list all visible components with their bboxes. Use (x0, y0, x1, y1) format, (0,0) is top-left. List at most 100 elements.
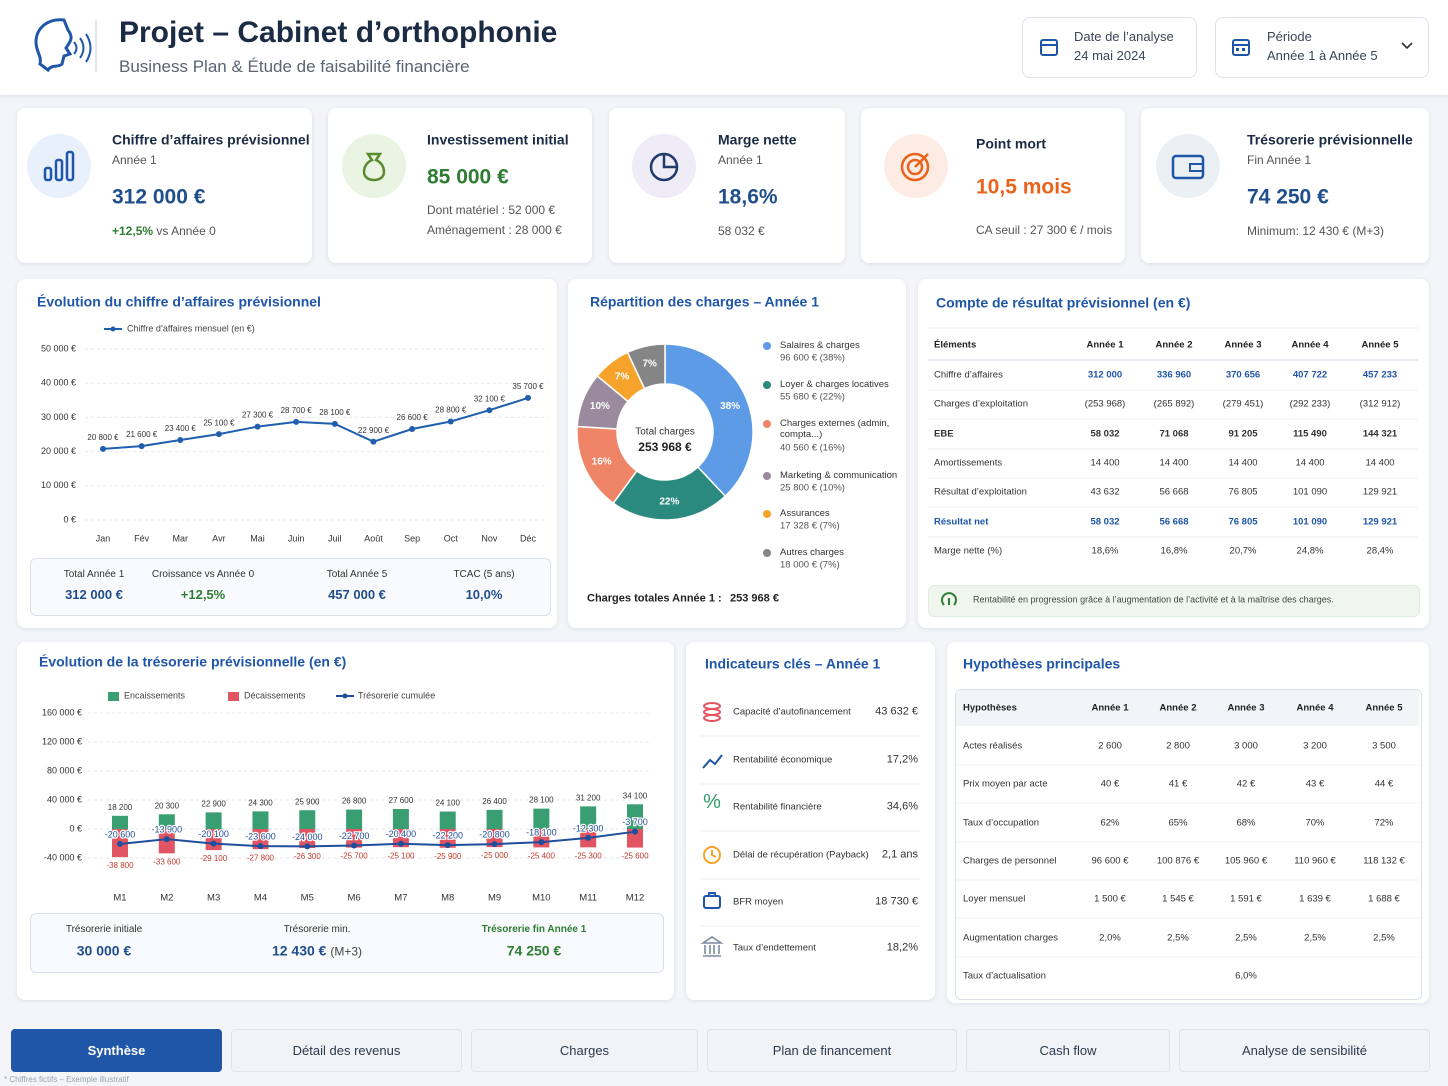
tab[interactable]: Cash flow (966, 1029, 1170, 1072)
kpi-note-text: vs Année 0 (156, 223, 216, 238)
section-title: Évolution de la trésorerie prévisionnell… (39, 653, 347, 670)
kpi-icon (27, 134, 91, 198)
cell: 115 490 (1293, 427, 1327, 439)
summary-label: Croissance vs Année 0 (151, 569, 255, 580)
cell: Chiffre d’affaires (934, 369, 1003, 381)
cell: 14 400 (1295, 457, 1325, 469)
cell: 129 921 (1362, 486, 1398, 498)
cell: 336 960 (1156, 369, 1192, 381)
period-label: Période (1267, 29, 1312, 45)
row-divider (956, 802, 1419, 804)
cell: 118 132 € (1363, 855, 1405, 867)
cell: 24,8% (1296, 545, 1324, 557)
row-divider (700, 735, 920, 737)
section-title: Indicateurs clés – Année 1 (705, 655, 881, 672)
tab[interactable]: Synthèse (11, 1029, 222, 1072)
column-header: Année 5 (1361, 339, 1399, 351)
cell: 3 500 (1372, 740, 1396, 752)
tab[interactable]: Plan de financement (707, 1029, 957, 1072)
summary-value: +12,5% (180, 587, 226, 603)
row-divider (928, 418, 1418, 420)
cell: 2,0% (1099, 931, 1121, 943)
indicator-label: Taux d’endettement (733, 942, 816, 954)
kpi-title: Marge nette (718, 131, 797, 148)
row-divider (928, 327, 1418, 329)
cell: 42 € (1236, 778, 1256, 790)
cell: 2,5% (1304, 931, 1326, 943)
cell: 56 668 (1159, 486, 1189, 498)
cell: 43 € (1305, 778, 1325, 790)
cell: 129 921 (1362, 515, 1398, 527)
row-divider (956, 764, 1419, 766)
section-title: Répartition des charges – Année 1 (590, 293, 819, 310)
kpi-note-text: CA seuil : 27 300 € / mois (976, 222, 1113, 237)
kpi-subtitle: Fin Année 1 (1247, 152, 1312, 167)
summary-label: TCAC (5 ans) (453, 569, 515, 580)
kpi-note-text: Minimum: 12 430 € (M+3) (1247, 223, 1385, 238)
kpi-change: +12,5% (112, 223, 154, 238)
row-divider (928, 389, 1418, 391)
cell: 1 500 € (1094, 893, 1126, 905)
summary-value: 10,0% (465, 587, 503, 603)
tab[interactable]: Détail des revenus (231, 1029, 462, 1072)
row-divider (928, 448, 1418, 450)
cell: 457 233 (1362, 369, 1398, 381)
cell: 2,5% (1167, 931, 1189, 943)
section-title: Hypothèses principales (963, 655, 1121, 672)
row-divider (956, 841, 1419, 843)
date-box (1022, 17, 1197, 78)
cell: 62% (1100, 816, 1120, 828)
cell: Taux d’occupation (963, 816, 1040, 828)
cell: 91 205 (1228, 427, 1258, 439)
indicator-value: 18 730 € (875, 895, 918, 908)
cell: 44 € (1374, 778, 1394, 790)
cell: 1 688 € (1368, 893, 1400, 905)
kpi-title: Chiffre d’affaires prévisionnel (112, 131, 310, 148)
cell: 370 656 (1225, 369, 1261, 381)
cell: 6,0% (1235, 970, 1257, 982)
cell: 72% (1374, 816, 1394, 828)
cell: 58 032 (1090, 515, 1120, 527)
cell: Loyer mensuel (963, 893, 1026, 905)
cell: 65% (1168, 816, 1188, 828)
note: Rentabilité en progression grâce à l’aug… (973, 594, 1334, 605)
period-select[interactable] (1215, 17, 1429, 78)
cell: 16,8% (1160, 545, 1188, 557)
svg-text:%: % (703, 791, 721, 813)
kpi-value: 312 000 € (112, 185, 206, 209)
tab[interactable]: Charges (471, 1029, 698, 1072)
column-header: Hypothèses (963, 702, 1017, 714)
cell: 40 € (1100, 778, 1120, 790)
kpi-title: Investissement initial (427, 131, 569, 148)
chevron (1401, 42, 1413, 50)
cell: Marge nette (%) (934, 545, 1003, 557)
summary-amount: 74 250 € (506, 942, 562, 959)
page-subtitle: Business Plan & Étude de faisabilité fin… (119, 56, 470, 76)
legend-detail: 96 600 € (38%) (780, 352, 845, 364)
income-card (918, 279, 1429, 628)
indicator-value: 43 632 € (875, 705, 918, 718)
legend-detail: 18 000 € (7%) (780, 559, 840, 571)
kpi-note-text: 58 032 € (718, 223, 765, 238)
cell: Actes réalisés (963, 740, 1023, 752)
tab[interactable]: Analyse de sensibilité (1179, 1029, 1430, 1072)
legend-label: Marketing & communication (780, 470, 898, 481)
summary-value: 312 000 € (65, 587, 123, 603)
column-header: Éléments (934, 339, 977, 351)
kpi-note: 58 032 € (718, 224, 765, 238)
page-title: Projet – Cabinet d’orthophonie (119, 16, 558, 49)
indicator-value: 18,2% (886, 941, 918, 954)
section-title: Évolution du chiffre d’affaires prévisio… (37, 293, 321, 310)
kpi-icon (342, 134, 406, 198)
indicator-label: Délai de récupération (Payback) (733, 849, 869, 861)
charges-card (568, 279, 906, 628)
kpi-value: 18,6% (718, 185, 778, 209)
summary-value: 30 000 € (77, 943, 132, 960)
kpi-note: Dont matériel : 52 000 € (427, 203, 555, 217)
indicator-label: Rentabilité financière (733, 801, 822, 813)
indicator-label: BFR moyen (733, 896, 784, 908)
cell: 14 400 (1365, 457, 1395, 469)
column-header: Année 3 (1227, 702, 1265, 714)
